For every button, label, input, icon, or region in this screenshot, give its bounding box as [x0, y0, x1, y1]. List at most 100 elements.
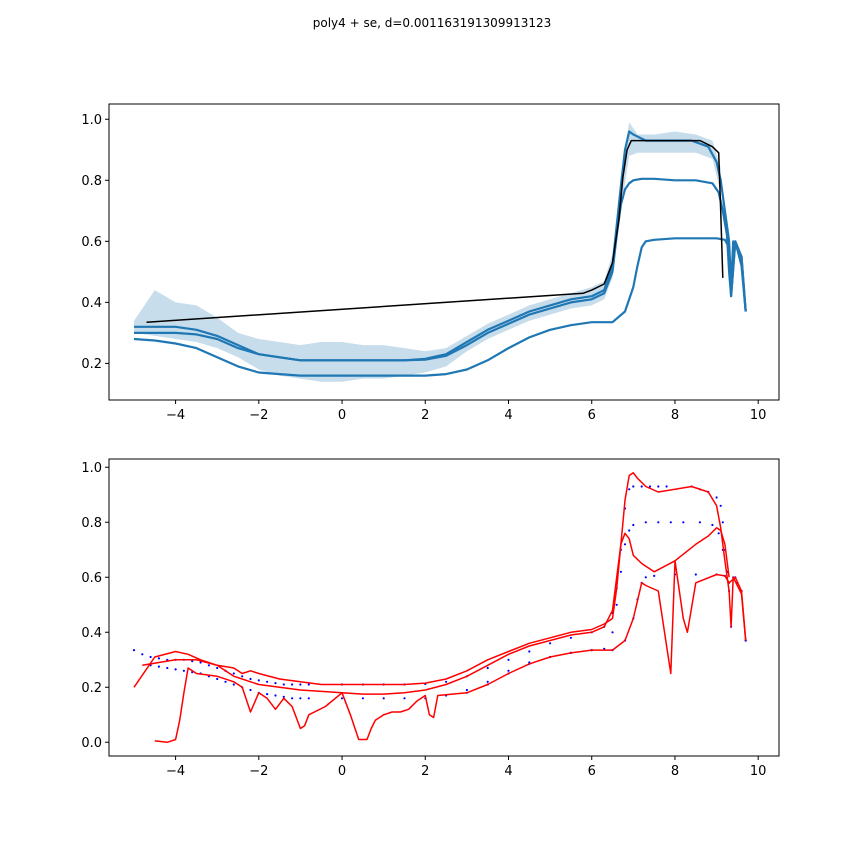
top-fit-line-1 [134, 177, 747, 362]
bottom-observed-point [486, 666, 489, 670]
bottom-observed-point [619, 570, 623, 573]
bottom-panel: −4 −2 0 2 4 6 8 10 0.0 0.2 0.4 0.6 0.8 1.0 [81, 458, 780, 779]
top-y-tick-label: 0.2 [81, 357, 102, 372]
bottom-observed-point [307, 683, 310, 686]
top-fit-line-2 [133, 237, 747, 377]
bottom-y-tick-label: 0.2 [81, 681, 102, 696]
top-x-axis: −4 −2 0 2 4 6 8 10 [166, 400, 766, 423]
bottom-observed-point [282, 683, 285, 686]
bottom-x-tick-label: 6 [588, 764, 596, 779]
bottom-observed-point [216, 666, 219, 670]
bottom-x-tick-label: 4 [504, 764, 512, 779]
bottom-observed-point [507, 658, 510, 661]
bottom-observed-point [299, 683, 302, 686]
bottom-observed-point [486, 680, 489, 683]
bottom-observed-point [615, 603, 618, 606]
top-x-tick-label: 6 [588, 408, 596, 423]
bottom-observed-point [528, 650, 531, 653]
bottom-predicted-line-1 [142, 527, 730, 695]
bottom-predicted-line-2 [154, 560, 747, 744]
top-y-tick-label: 0.8 [81, 174, 102, 189]
bottom-observed-point [507, 669, 510, 672]
bottom-x-tick-label: −4 [166, 764, 185, 779]
bottom-observed-point [465, 688, 468, 692]
bottom-observed-point [648, 485, 652, 488]
bottom-observed-point [632, 523, 635, 527]
top-panel: −4 −2 0 2 4 6 8 10 0.2 0.4 0.6 0.8 1.0 [81, 103, 780, 423]
top-series-lines [133, 130, 747, 377]
bottom-observed-point [361, 697, 364, 700]
bottom-observed-point [719, 504, 722, 507]
bottom-predicted-line-0 [133, 472, 747, 688]
bottom-observed-point [207, 664, 210, 667]
bottom-observed-point [249, 688, 252, 692]
bottom-observed-point [132, 649, 136, 652]
bottom-observed-point [611, 631, 614, 634]
bottom-observed-point [682, 521, 685, 524]
top-x-tick-label: −4 [166, 408, 185, 423]
top-reference-line-3 [146, 139, 724, 323]
bottom-observed-point [266, 680, 269, 683]
bottom-x-axis: −4 −2 0 2 4 6 8 10 [166, 756, 766, 779]
bottom-observed-point [182, 669, 185, 672]
bottom-observed-point [549, 642, 552, 645]
bottom-observed-point [632, 485, 635, 488]
bottom-y-axis: 0.0 0.2 0.4 0.6 0.8 1.0 [81, 461, 109, 751]
bottom-observed-point [157, 665, 160, 668]
bottom-x-tick-label: −2 [249, 764, 268, 779]
top-x-tick-label: 10 [750, 408, 767, 423]
top-confidence-band-0 [134, 122, 721, 382]
bottom-plot-frame [108, 458, 780, 757]
bottom-observed-point [569, 636, 573, 639]
top-plot-frame [108, 103, 780, 401]
top-confidence-bands [134, 122, 721, 382]
top-x-tick-label: 4 [504, 408, 512, 423]
bottom-y-tick-label: 0.4 [81, 626, 102, 641]
bottom-observed-point [291, 683, 294, 686]
bottom-observed-point [711, 523, 714, 527]
bottom-observed-point [157, 657, 160, 660]
bottom-observed-point [274, 682, 277, 685]
bottom-observed-point [166, 666, 169, 670]
bottom-observed-point [299, 697, 302, 700]
bottom-observed-point [644, 576, 647, 579]
top-y-axis: 0.2 0.4 0.6 0.8 1.0 [81, 113, 109, 372]
top-x-tick-label: 2 [421, 408, 429, 423]
bottom-observed-point [445, 680, 448, 683]
top-y-tick-label: 0.4 [81, 296, 102, 311]
bottom-observed-point [224, 680, 227, 683]
bottom-observed-point [141, 653, 144, 656]
bottom-observed-point [665, 485, 668, 488]
bottom-x-tick-label: 10 [750, 764, 767, 779]
bottom-observed-point [266, 693, 269, 696]
bottom-x-tick-label: 2 [421, 764, 429, 779]
bottom-observed-point [216, 677, 219, 681]
top-y-tick-label: 0.6 [81, 235, 102, 250]
top-x-tick-label: −2 [249, 408, 268, 423]
bottom-observed-point [653, 574, 656, 578]
bottom-y-tick-label: 0.0 [81, 736, 102, 751]
bottom-observed-point [717, 532, 720, 535]
bottom-observed-point [403, 697, 406, 700]
bottom-observed-point [623, 543, 627, 546]
bottom-observed-point [628, 488, 631, 491]
bottom-observed-point [282, 695, 285, 699]
bottom-observed-point [257, 679, 260, 682]
top-x-tick-label: 8 [671, 408, 679, 423]
bottom-observed-point [232, 683, 235, 686]
bottom-observed-point [669, 521, 672, 524]
top-x-tick-label: 0 [338, 408, 346, 423]
bottom-observed-point [657, 521, 660, 524]
bottom-observed-point [149, 655, 152, 659]
bottom-observed-point [291, 697, 294, 700]
bottom-observed-point [249, 677, 252, 681]
bottom-observed-point [644, 521, 647, 524]
bottom-x-tick-label: 0 [338, 764, 346, 779]
bottom-observed-point [382, 697, 385, 700]
figure-title: poly4 + se, d=0.001163191309913123 [313, 16, 552, 30]
bottom-observed-point [174, 668, 177, 671]
bottom-observed-point [274, 694, 277, 697]
bottom-observed-point [715, 496, 718, 499]
bottom-observed-point [199, 661, 202, 664]
